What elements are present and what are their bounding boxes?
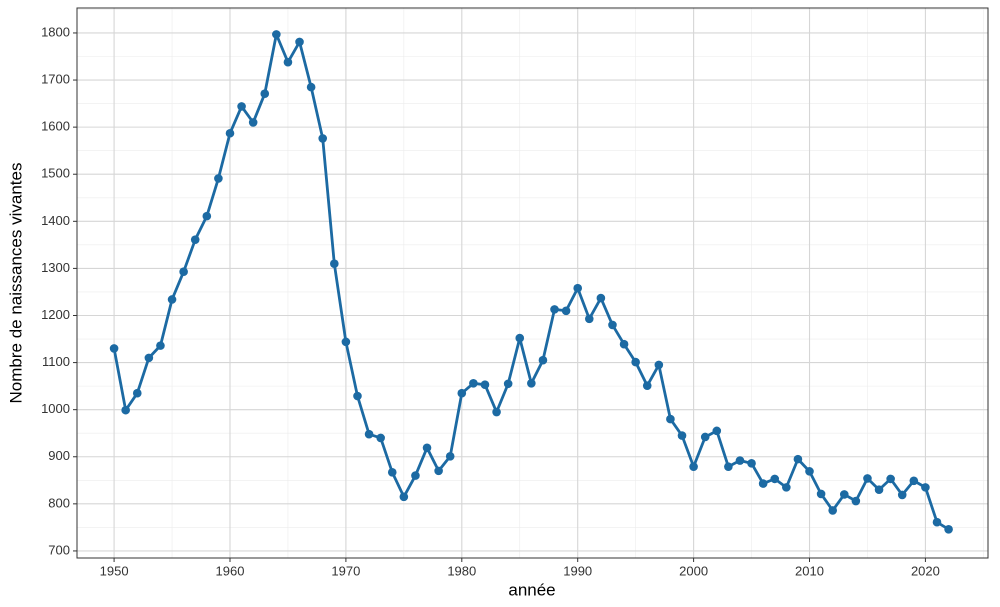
- point: [677, 431, 687, 440]
- point: [527, 378, 536, 388]
- point: [886, 474, 895, 484]
- point: [515, 333, 525, 343]
- point: [654, 360, 664, 370]
- point: [480, 380, 490, 390]
- point: [376, 433, 385, 443]
- point: [550, 305, 559, 314]
- point: [758, 479, 768, 488]
- point: [364, 429, 374, 439]
- point: [399, 492, 409, 502]
- point: [330, 259, 339, 268]
- point: [318, 134, 328, 143]
- x-tick-label: 1970: [331, 563, 360, 578]
- point: [295, 37, 304, 47]
- point: [492, 407, 501, 417]
- point: [944, 524, 953, 534]
- point: [700, 432, 710, 442]
- point: [353, 391, 362, 401]
- y-tick-label: 1200: [41, 307, 70, 322]
- point: [921, 483, 930, 492]
- point: [144, 353, 154, 363]
- point: [306, 82, 316, 92]
- y-tick-label: 1700: [41, 71, 70, 86]
- point: [839, 490, 849, 499]
- point: [469, 378, 478, 388]
- x-tick-label: 2020: [911, 563, 940, 578]
- y-tick-label: 800: [48, 495, 70, 510]
- point: [341, 337, 351, 347]
- point: [387, 467, 397, 477]
- point: [851, 496, 861, 506]
- point: [724, 462, 733, 471]
- point: [283, 57, 293, 67]
- point: [689, 462, 698, 471]
- y-tick-label: 1500: [41, 166, 70, 181]
- point: [909, 476, 919, 486]
- point: [248, 118, 258, 127]
- plot-background: [77, 8, 988, 558]
- point: [573, 283, 583, 293]
- point: [272, 30, 281, 39]
- point: [237, 102, 246, 111]
- point: [156, 341, 165, 350]
- point: [202, 211, 212, 221]
- point: [863, 474, 872, 483]
- point: [109, 344, 119, 353]
- y-tick-label: 900: [48, 448, 70, 463]
- y-tick-label: 1300: [41, 260, 70, 275]
- point: [121, 405, 130, 415]
- point: [712, 426, 722, 436]
- point: [596, 293, 606, 303]
- x-tick-label: 1960: [216, 563, 245, 578]
- point: [874, 485, 884, 495]
- point: [190, 235, 200, 244]
- point: [584, 314, 594, 324]
- point: [411, 471, 420, 480]
- point: [932, 517, 942, 527]
- point: [619, 339, 629, 349]
- point: [747, 459, 756, 468]
- point: [457, 388, 467, 398]
- point: [503, 379, 513, 389]
- point: [561, 306, 571, 316]
- x-axis-title: année: [508, 580, 555, 599]
- y-tick-label: 700: [48, 542, 70, 557]
- point: [538, 355, 548, 365]
- x-tick-label: 1990: [563, 563, 592, 578]
- point: [631, 357, 640, 367]
- x-tick-label: 1980: [447, 563, 476, 578]
- y-tick-label: 1100: [42, 354, 70, 369]
- point: [167, 295, 177, 304]
- y-tick-label: 1400: [41, 213, 70, 228]
- x-tick-label: 2010: [795, 563, 824, 578]
- point: [770, 474, 780, 484]
- point: [179, 267, 188, 276]
- x-tick-label: 1950: [100, 563, 129, 578]
- point: [422, 443, 432, 453]
- point: [782, 483, 791, 492]
- point: [225, 128, 235, 138]
- point: [260, 89, 270, 99]
- point: [735, 456, 745, 465]
- point: [897, 490, 907, 500]
- x-tick-label: 2000: [679, 563, 708, 578]
- point: [816, 489, 826, 499]
- point: [445, 451, 455, 461]
- point: [434, 466, 443, 476]
- y-tick-label: 1000: [41, 401, 70, 416]
- point: [666, 414, 675, 424]
- point: [132, 388, 142, 398]
- point: [642, 381, 652, 390]
- point: [828, 506, 837, 515]
- point: [608, 320, 617, 330]
- y-tick-label: 1800: [41, 24, 70, 39]
- point: [805, 467, 814, 476]
- y-axis-title: Nombre de naissances vivantes: [6, 163, 25, 404]
- point: [793, 454, 803, 464]
- y-tick-label: 1600: [41, 119, 70, 134]
- plot-border: [76, 7, 989, 559]
- point: [214, 174, 223, 183]
